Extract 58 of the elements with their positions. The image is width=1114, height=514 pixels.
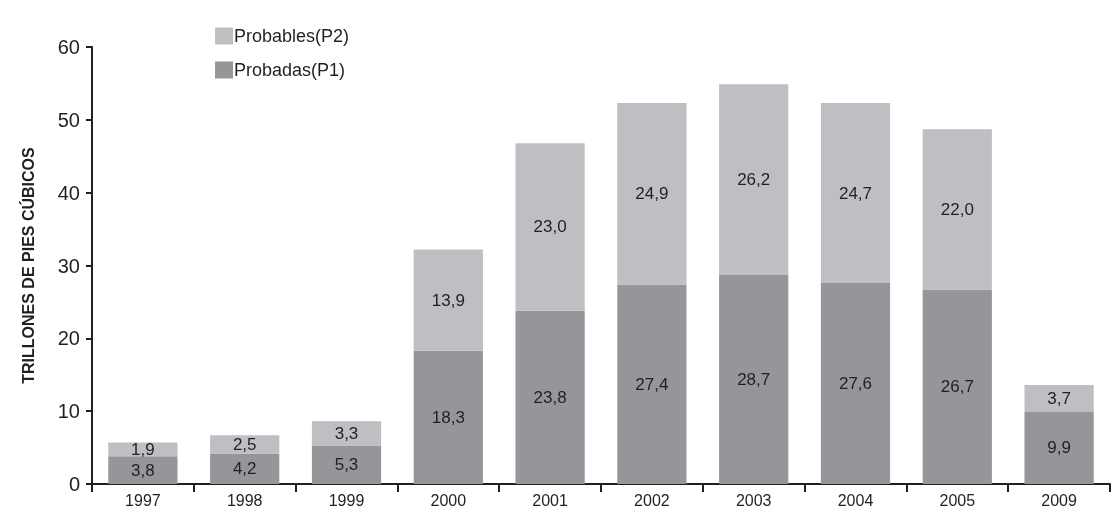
data-label: 24,9: [635, 184, 669, 204]
bar: [1024, 411, 1094, 484]
bar: [210, 453, 280, 484]
data-label: 2,5: [232, 434, 257, 454]
data-label: 22,0: [940, 199, 974, 219]
bar: [413, 249, 483, 351]
bar: [922, 129, 992, 290]
data-label: 5,3: [334, 455, 359, 475]
data-label: 24,7: [838, 183, 873, 203]
x-tick-label: 2005: [939, 491, 976, 509]
bar: [719, 274, 789, 484]
data-label: 26,7: [940, 377, 974, 397]
x-tick-label: 2003: [735, 491, 772, 509]
bar: [1024, 384, 1094, 412]
y-tick-label: 50: [57, 108, 80, 131]
bar: [515, 143, 585, 311]
data-label: 23,0: [533, 217, 567, 237]
bar: [311, 445, 382, 484]
data-label: 3,7: [1047, 388, 1071, 408]
y-tick-label: 40: [57, 181, 80, 204]
bar: [719, 84, 789, 275]
y-tick-label: 60: [57, 36, 80, 58]
data-label: 1,9: [131, 439, 155, 459]
data-label: 28,7: [737, 369, 771, 389]
bar: [820, 282, 891, 484]
bar: [922, 289, 992, 484]
bar: [108, 456, 178, 484]
y-tick-label: 0: [68, 473, 80, 495]
y-axis-title: TRILLONES DE PIES CÚBICOS: [18, 146, 37, 384]
data-label: 3,8: [131, 460, 155, 480]
data-label: 27,4: [635, 374, 669, 394]
x-tick-label: 2000: [430, 491, 467, 509]
data-label: 26,2: [737, 170, 771, 190]
y-tick-label: 10: [57, 400, 80, 423]
bar: [413, 350, 483, 484]
x-tick-label: 2002: [634, 491, 670, 509]
data-label: 9,9: [1047, 438, 1071, 458]
bar: [617, 103, 687, 285]
bar: [515, 310, 585, 484]
x-tick-label: 1999: [328, 491, 365, 509]
x-tick-label: 1998: [226, 491, 263, 509]
y-tick-label: 20: [57, 327, 80, 350]
legend-label: Probadas(P1): [234, 60, 346, 80]
data-label: 23,8: [533, 387, 567, 407]
legend-label: Probables(P2): [234, 26, 350, 46]
x-tick-label: 2001: [532, 491, 568, 509]
data-label: 4,2: [232, 459, 257, 479]
data-label: 27,6: [838, 373, 873, 393]
y-tick-label: 30: [57, 254, 80, 277]
data-label: 3,3: [334, 423, 359, 443]
x-tick-label: 2004: [837, 491, 874, 509]
data-label: 13,9: [431, 290, 465, 310]
bar: [311, 421, 382, 446]
x-tick-label: 1997: [125, 491, 161, 509]
bar: [617, 284, 687, 484]
x-tick-label: 2009: [1041, 491, 1077, 509]
data-label: 18,3: [431, 407, 465, 427]
bar: [820, 103, 891, 283]
